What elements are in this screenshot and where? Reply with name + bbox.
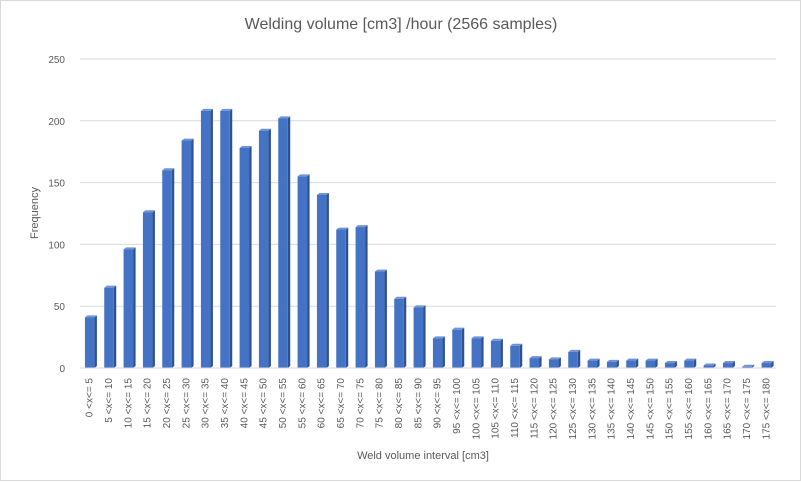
bar <box>413 305 426 368</box>
x-tick-label: 85 <x<= 90 <box>413 378 424 429</box>
bar <box>490 338 503 368</box>
bar <box>529 356 542 368</box>
bar <box>684 358 697 368</box>
bar <box>142 210 155 368</box>
bar <box>374 269 387 368</box>
y-axis-ticks: 0 50 100 150 200 250 <box>48 55 65 375</box>
bar <box>297 174 310 368</box>
bar <box>703 363 716 368</box>
x-tick-label: 175 <x<= 180 <box>761 378 772 440</box>
y-tick-label: 0 <box>59 364 65 375</box>
x-tick-label: 120 <x<= 125 <box>549 378 560 440</box>
y-tick-label: 150 <box>48 179 65 190</box>
bar <box>587 358 600 368</box>
x-tick-label: 55 <x<= 60 <box>297 378 308 429</box>
x-tick-label: 35 <x<= 40 <box>220 378 231 429</box>
gridlines <box>80 58 776 307</box>
x-tick-label: 40 <x<= 45 <box>239 378 250 429</box>
x-tick-label: 125 <x<= 130 <box>568 378 579 440</box>
bar <box>336 227 349 368</box>
bar <box>278 116 291 368</box>
x-tick-label: 95 <x<= 100 <box>452 378 463 434</box>
bar <box>722 361 735 368</box>
bar <box>761 361 774 368</box>
bars <box>84 108 774 369</box>
x-tick-label: 155 <x<= 160 <box>684 378 695 440</box>
bar <box>84 315 97 368</box>
bar <box>104 285 117 368</box>
x-axis-title: Weld volume interval [cm3] <box>357 450 489 462</box>
bar <box>316 192 329 368</box>
x-tick-label: 50 <x<= 55 <box>278 378 289 429</box>
bar <box>568 349 581 368</box>
bar <box>471 336 484 368</box>
y-tick-label: 250 <box>48 55 65 66</box>
bar <box>123 247 136 368</box>
x-tick-label: 150 <x<= 155 <box>665 378 676 440</box>
x-tick-label: 140 <x<= 145 <box>626 378 637 440</box>
x-tick-label: 145 <x<= 150 <box>645 378 656 440</box>
bar <box>200 108 213 369</box>
x-tick-label: 5 <x<= 10 <box>104 378 115 423</box>
x-tick-label: 60 <x<= 65 <box>317 378 328 429</box>
x-tick-label: 75 <x<= 80 <box>375 378 386 429</box>
bar <box>355 225 368 368</box>
x-tick-label: 100 <x<= 105 <box>471 378 482 440</box>
bar <box>510 343 523 368</box>
x-axis-ticks: 0 <x<= 5 5 <x<= 10 10 <x<= 15 15 <x<= 20 20 … <box>85 378 773 440</box>
x-tick-label: 160 <x<= 165 <box>703 378 714 440</box>
x-tick-label: 115 <x<= 120 <box>529 378 540 439</box>
y-axis-title: Frequency <box>29 187 41 239</box>
x-tick-label: 20 <x<= 25 <box>162 378 173 429</box>
x-tick-label: 110 <x<= 115 <box>510 378 521 438</box>
x-tick-label: 45 <x<= 50 <box>259 378 270 429</box>
y-tick-label: 50 <box>54 302 66 313</box>
x-tick-label: 80 <x<= 85 <box>394 378 405 429</box>
bar <box>626 358 639 368</box>
y-tick-label: 200 <box>48 117 65 128</box>
bar <box>258 128 271 368</box>
chart-title: Welding volume [cm3] /hour (2566 samples… <box>245 16 558 33</box>
bar <box>606 359 619 368</box>
x-tick-label: 70 <x<= 75 <box>355 378 366 429</box>
x-tick-label: 25 <x<= 30 <box>181 378 192 429</box>
x-tick-label: 135 <x<= 140 <box>607 378 618 440</box>
x-tick-label: 15 <x<= 20 <box>143 378 154 429</box>
x-tick-label: 90 <x<= 95 <box>433 378 444 429</box>
x-tick-label: 65 <x<= 70 <box>336 378 347 429</box>
bar <box>220 108 233 369</box>
y-tick-label: 100 <box>48 240 65 251</box>
x-tick-label: 130 <x<= 135 <box>587 378 598 440</box>
x-tick-label: 0 <x<= 5 <box>85 378 96 418</box>
x-tick-label: 105 <x<= 110 <box>491 378 502 439</box>
bar <box>664 361 677 368</box>
x-tick-label: 165 <x<= 170 <box>723 378 734 440</box>
bar <box>432 336 445 368</box>
x-tick-label: 30 <x<= 35 <box>201 378 212 429</box>
bar <box>645 358 658 368</box>
bar <box>742 364 755 368</box>
x-tick-label: 10 <x<= 15 <box>123 378 134 429</box>
bar <box>548 357 561 368</box>
bar <box>162 168 175 368</box>
bar <box>181 138 194 368</box>
bar <box>394 296 407 368</box>
bar <box>452 327 465 368</box>
bar <box>239 145 252 368</box>
x-tick-label: 170 <x<= 175 <box>742 378 753 440</box>
